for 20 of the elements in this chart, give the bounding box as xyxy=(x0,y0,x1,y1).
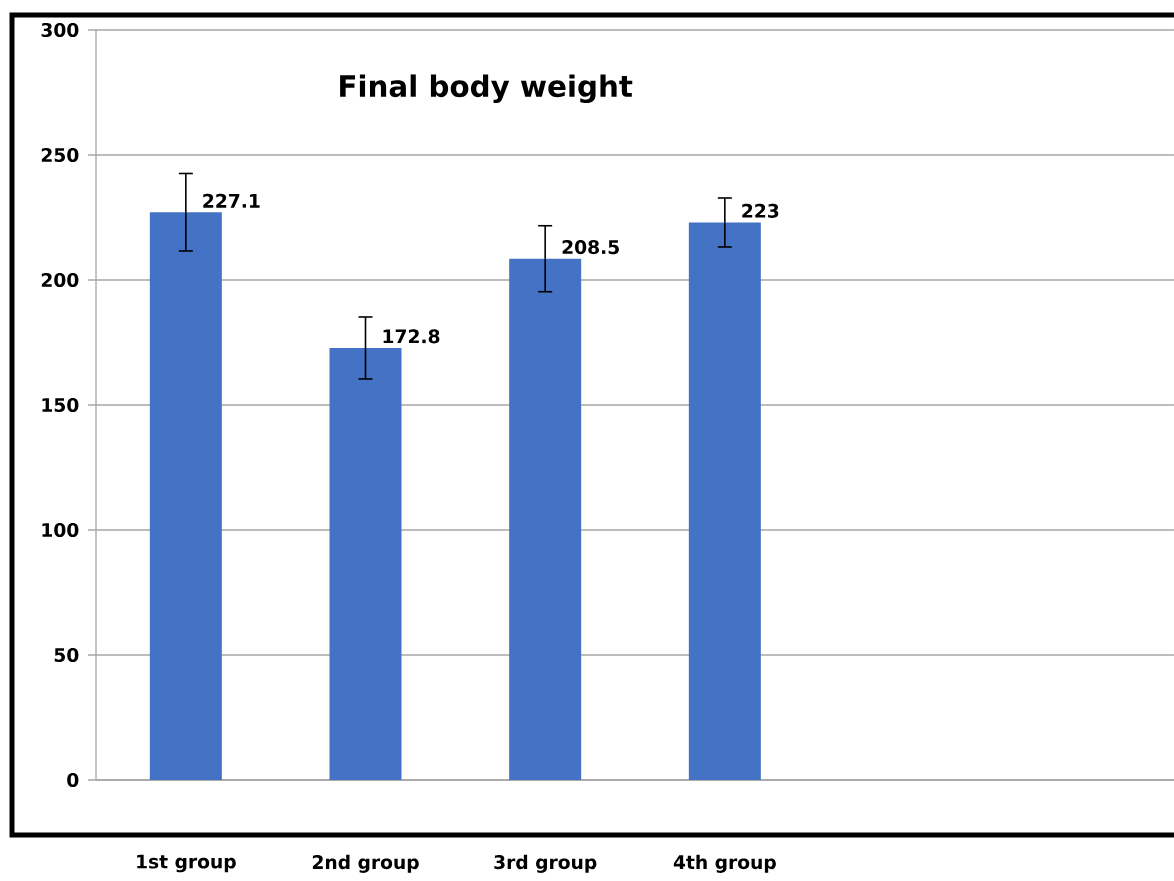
data-label: 208.5 xyxy=(562,240,619,255)
text: Final body weight xyxy=(340,74,633,104)
y-tick-label: 100 xyxy=(42,522,79,538)
bar xyxy=(688,222,761,780)
y-tick-label: 0 xyxy=(67,772,79,788)
data-label: 172.8 xyxy=(383,329,440,344)
x-tick-label: 3rd group xyxy=(494,854,597,873)
bar xyxy=(509,258,582,780)
x-tick-label: 4th group xyxy=(673,854,776,873)
x-tick-label: 2nd group xyxy=(312,854,419,873)
y-tick-label: 200 xyxy=(41,272,79,288)
bar xyxy=(149,212,222,780)
bar xyxy=(329,347,402,780)
data-label: 223 xyxy=(742,203,779,218)
y-tick-label: 250 xyxy=(41,147,79,163)
y-tick-label: 300 xyxy=(41,22,79,38)
x-tick-label: 1st group xyxy=(137,854,236,873)
y-tick-label: 150 xyxy=(42,397,79,413)
y-tick-label: 50 xyxy=(54,647,79,663)
data-label: 227.1 xyxy=(203,193,260,208)
